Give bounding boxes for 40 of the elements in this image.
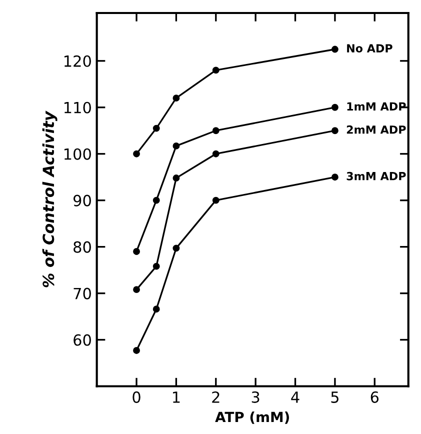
point [172, 94, 180, 102]
point [133, 248, 140, 255]
point [152, 262, 160, 270]
y-tick-label: 110 [64, 102, 91, 114]
x-tick-label: 4 [291, 392, 300, 403]
series-label: 2mM ADP [346, 125, 406, 134]
x-tick-label: 3 [252, 391, 260, 403]
x-axis-title: ATP (mM) [215, 411, 289, 424]
series-label: 3mM ADP [346, 172, 406, 180]
point [133, 286, 140, 294]
y-tick-label: 70 [74, 288, 91, 300]
point [212, 150, 220, 158]
y-tick-label: 120 [64, 55, 91, 67]
y-axis-title: % of Control Activity [42, 110, 58, 288]
point [212, 127, 220, 134]
y-tick-label: 60 [74, 334, 91, 346]
point [212, 66, 220, 74]
x-tick-label: 1 [173, 392, 180, 403]
y-tick-label: 90 [73, 194, 91, 206]
point [133, 346, 140, 354]
point [331, 174, 338, 181]
point [152, 124, 160, 132]
point [172, 142, 180, 150]
point [172, 244, 180, 252]
point [172, 174, 180, 182]
y-tick-label: 100 [64, 148, 91, 160]
point [152, 306, 160, 313]
point [152, 196, 160, 204]
point [331, 127, 338, 134]
series-label: 1mM ADP [347, 102, 406, 110]
point [133, 150, 140, 158]
x-tick-label: 0 [132, 391, 140, 403]
x-tick-label: 2 [212, 391, 220, 403]
point [212, 196, 220, 204]
x-tick-label: 5 [331, 392, 338, 403]
x-tick-label: 6 [370, 391, 379, 403]
point [331, 46, 338, 53]
y-tick-label: 80 [74, 241, 91, 253]
series-label: No ADP [347, 44, 392, 52]
point [331, 104, 338, 111]
